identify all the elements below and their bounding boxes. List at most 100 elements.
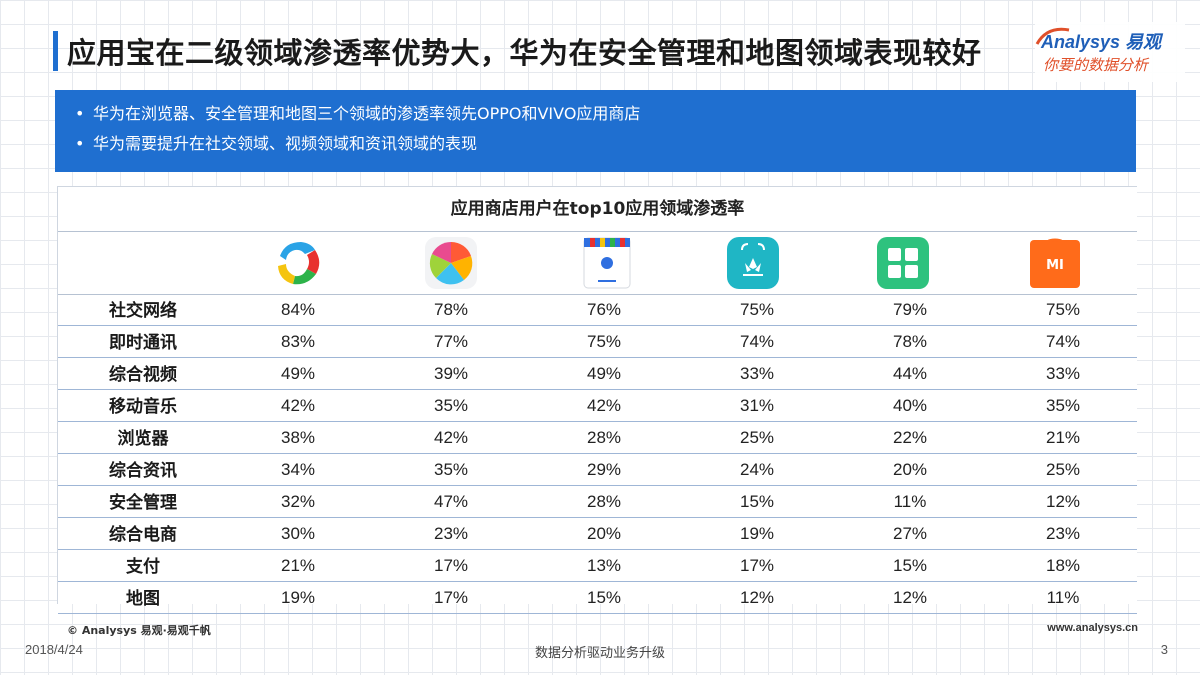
table-cell: 20% — [892, 460, 928, 479]
table-cell: 11% — [1046, 588, 1080, 607]
table-cell: 17% — [739, 556, 775, 575]
xiaomi-store-icon: MI — [1030, 238, 1080, 288]
table-cell: 39% — [433, 364, 469, 383]
row-label: 安全管理 — [109, 493, 177, 513]
table-row: 即时通讯 83% 77% 75% 74% 78% 74% — [58, 326, 1137, 358]
table-row: 社交网络 84% 78% 76% 75% 79% 75% — [58, 294, 1137, 326]
table-cell: 49% — [586, 364, 622, 383]
table-cell: 79% — [892, 300, 928, 319]
table-cell: 12% — [1045, 492, 1081, 511]
oppo-store-icon — [877, 237, 929, 289]
table-cell: 15% — [892, 556, 928, 575]
table-cell: 42% — [586, 396, 622, 415]
table-cell: 22% — [892, 428, 928, 447]
table-row: 移动音乐 42% 35% 42% 31% 40% 35% — [58, 390, 1137, 422]
table-cell: 42% — [280, 396, 316, 415]
table-cell: 28% — [586, 492, 622, 511]
page-title: 应用宝在二级领域渗透率优势大，华为在安全管理和地图领域表现较好 — [67, 36, 982, 70]
table-row: 综合电商 30% 23% 20% 19% 27% 23% — [58, 518, 1137, 550]
table-cell: 75% — [739, 300, 775, 319]
table-cell: 24% — [739, 460, 775, 479]
logo-swoosh-icon — [1035, 27, 1070, 45]
table-cell: 49% — [280, 364, 316, 383]
table-cell: 38% — [280, 428, 316, 447]
table-cell: 44% — [892, 364, 928, 383]
analysys-logo: Analysys 易观 你要的数据分析 — [1035, 22, 1185, 82]
table-cell: 29% — [586, 460, 622, 479]
huawei-appgallery-icon — [727, 237, 779, 289]
table-cell: 35% — [433, 460, 469, 479]
table-cell: 20% — [586, 524, 622, 543]
table-cell: 32% — [280, 492, 316, 511]
table-cell: 23% — [1045, 524, 1081, 543]
row-label: 综合视频 — [109, 365, 177, 385]
row-label: 综合资讯 — [109, 461, 177, 481]
table-cell: 18% — [1045, 556, 1081, 575]
footer-copyright: © Analysys 易观·易观千帆 — [67, 624, 211, 637]
table-row: 支付 21% 17% 13% 17% 15% 18% — [58, 550, 1137, 582]
table-cell: 78% — [433, 300, 469, 319]
page-number: 3 — [1160, 642, 1168, 657]
table-cell: 23% — [433, 524, 469, 543]
table-cell: 31% — [739, 396, 775, 415]
footer-slogan: 数据分析驱动业务升级 — [534, 646, 665, 661]
360-assistant-icon — [425, 237, 477, 289]
logo-tagline: 你要的数据分析 — [1043, 56, 1149, 74]
table-cell: 27% — [892, 524, 928, 543]
table-cell: 35% — [433, 396, 469, 415]
row-label: 地图 — [126, 589, 160, 609]
footer-date: 2018/4/24 — [25, 642, 83, 657]
baidu-assistant-icon — [583, 237, 631, 289]
table-row: 浏览器 38% 42% 28% 25% 22% 21% — [58, 422, 1137, 454]
table-row: 安全管理 32% 47% 28% 15% 11% 12% — [58, 486, 1137, 518]
table-cell: 33% — [1045, 364, 1081, 383]
summary-list: 华为在浏览器、安全管理和地图三个领域的渗透率领先OPPO和VIVO应用商店 华为… — [75, 99, 1116, 159]
table-cell: 28% — [586, 428, 622, 447]
table-cell: 35% — [1045, 396, 1081, 415]
table-cell: 78% — [892, 332, 928, 351]
row-label: 移动音乐 — [109, 397, 177, 417]
table-cell: 11% — [893, 492, 927, 511]
summary-bullet: 华为需要提升在社交领域、视频领域和资讯领域的表现 — [75, 129, 1116, 159]
row-label: 社交网络 — [109, 301, 177, 321]
table-cell: 21% — [1045, 428, 1081, 447]
table-cell: 15% — [739, 492, 775, 511]
table-cell: 42% — [433, 428, 469, 447]
table-cell: 47% — [433, 492, 469, 511]
summary-bullet: 华为在浏览器、安全管理和地图三个领域的渗透率领先OPPO和VIVO应用商店 — [75, 99, 1116, 129]
table-cell: 84% — [280, 300, 316, 319]
table-cell: 40% — [892, 396, 928, 415]
table-row: 综合资讯 34% 35% 29% 24% 20% 25% — [58, 454, 1137, 486]
table-cell: 19% — [280, 588, 316, 607]
table-cell: 17% — [433, 556, 469, 575]
summary-box: 华为在浏览器、安全管理和地图三个领域的渗透率领先OPPO和VIVO应用商店 华为… — [55, 90, 1136, 172]
table-cell: 83% — [280, 332, 316, 351]
table-cell: 17% — [433, 588, 469, 607]
row-label: 即时通讯 — [109, 333, 177, 353]
table-title: 应用商店用户在top10应用领域渗透率 — [58, 187, 1137, 232]
table-cell: 75% — [1045, 300, 1081, 319]
table-cell: 34% — [280, 460, 316, 479]
table-row: 地图 19% 17% 15% 12% 12% 11% — [58, 582, 1137, 614]
table-row: 综合视频 49% 39% 49% 33% 44% 33% — [58, 358, 1137, 390]
title-accent-bar — [53, 31, 58, 71]
footer-url[interactable]: www.analysys.cn — [1047, 622, 1138, 634]
table-cell: 76% — [586, 300, 622, 319]
table-cell: 77% — [433, 332, 469, 351]
table-cell: 13% — [586, 556, 622, 575]
table-cell: 12% — [892, 588, 928, 607]
app-icon-row: MI — [58, 232, 1137, 295]
table-cell: 74% — [739, 332, 775, 351]
table-cell: 12% — [739, 588, 775, 607]
table-cell: 25% — [1045, 460, 1081, 479]
table-cell: 74% — [1045, 332, 1081, 351]
table-cell: 25% — [739, 428, 775, 447]
table-cell: 15% — [586, 588, 622, 607]
logo-wordmark: Analysys 易观 — [1041, 32, 1162, 52]
row-label: 支付 — [126, 557, 160, 577]
table-cell: 33% — [739, 364, 775, 383]
table-cell: 30% — [280, 524, 316, 543]
yingyongbao-icon — [273, 238, 323, 288]
table-cell: 75% — [586, 332, 622, 351]
penetration-table: 应用商店用户在top10应用领域渗透率 — [57, 186, 1137, 614]
